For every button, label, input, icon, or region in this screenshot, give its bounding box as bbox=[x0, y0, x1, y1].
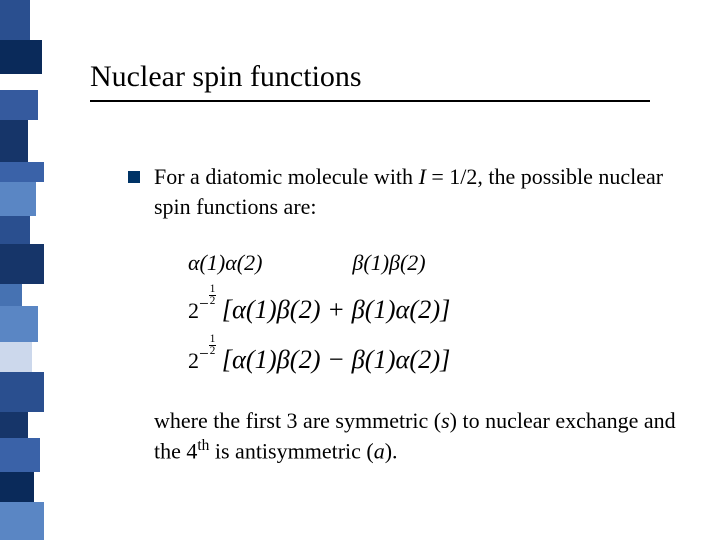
square-bullet-icon bbox=[128, 171, 140, 183]
coef-frac-den-2: 2 bbox=[209, 346, 217, 357]
sidebar-block bbox=[0, 0, 30, 40]
coef-base-2: 2 bbox=[188, 348, 199, 373]
coef-neg-2: − bbox=[199, 344, 209, 363]
eq-alpha-alpha: α(1)α(2) bbox=[188, 243, 262, 284]
closing-s: s bbox=[441, 408, 450, 433]
equations-block: α(1)α(2) β(1)β(2) 2−12 [α(1)β(2) + β(1)α… bbox=[188, 243, 680, 383]
sidebar-block bbox=[0, 284, 22, 306]
sidebar-block bbox=[0, 502, 44, 540]
sidebar-block bbox=[0, 90, 38, 120]
equation-row-1: α(1)α(2) β(1)β(2) bbox=[188, 243, 680, 284]
coef-exponent-2: −12 bbox=[199, 344, 216, 363]
coef-frac: 12 bbox=[209, 284, 217, 307]
closing-th: th bbox=[197, 437, 209, 454]
intro-variable: I bbox=[419, 164, 426, 189]
eq-antisymmetric: [α(1)β(2) − β(1)α(2)] bbox=[222, 344, 451, 374]
coef-neg: − bbox=[199, 294, 209, 313]
coef-frac-2: 12 bbox=[209, 334, 217, 357]
equation-row-2: 2−12 [α(1)β(2) + β(1)α(2)] bbox=[188, 284, 680, 334]
bullet-item: For a diatomic molecule with I = 1/2, th… bbox=[128, 162, 680, 221]
closing-3: is antisymmetric ( bbox=[209, 438, 373, 463]
slide-body: For a diatomic molecule with I = 1/2, th… bbox=[128, 162, 680, 466]
closing-4: ). bbox=[385, 438, 398, 463]
sidebar-block bbox=[0, 342, 32, 372]
intro-text-1: For a diatomic molecule with bbox=[154, 164, 419, 189]
sidebar-block bbox=[0, 182, 36, 216]
sidebar-block bbox=[0, 40, 42, 74]
closing-a: a bbox=[374, 438, 385, 463]
sidebar-block bbox=[0, 216, 30, 244]
closing-paragraph: where the first 3 are symmetric (s) to n… bbox=[154, 406, 680, 466]
eq-beta-beta: β(1)β(2) bbox=[352, 243, 425, 284]
sidebar-block bbox=[0, 162, 44, 182]
coef-frac-den: 2 bbox=[209, 296, 217, 307]
eq-symmetric: [α(1)β(2) + β(1)α(2)] bbox=[222, 294, 451, 324]
sidebar-block bbox=[0, 306, 38, 342]
slide-title: Nuclear spin functions bbox=[90, 60, 680, 94]
sidebar-block bbox=[0, 438, 40, 472]
closing-1: where the first 3 are symmetric ( bbox=[154, 408, 441, 433]
coef-base: 2 bbox=[188, 298, 199, 323]
coef-exponent: −12 bbox=[199, 294, 216, 313]
title-underline bbox=[90, 100, 650, 102]
intro-paragraph: For a diatomic molecule with I = 1/2, th… bbox=[154, 162, 680, 221]
sidebar-block bbox=[0, 244, 44, 284]
sidebar-block bbox=[0, 412, 28, 438]
sidebar-block bbox=[0, 472, 34, 502]
sidebar-block bbox=[0, 120, 28, 162]
decorative-sidebar bbox=[0, 0, 48, 540]
slide-content: Nuclear spin functions For a diatomic mo… bbox=[90, 60, 680, 466]
sidebar-block bbox=[0, 372, 44, 412]
sidebar-block bbox=[0, 74, 34, 90]
equation-row-3: 2−12 [α(1)β(2) − β(1)α(2)] bbox=[188, 334, 680, 384]
